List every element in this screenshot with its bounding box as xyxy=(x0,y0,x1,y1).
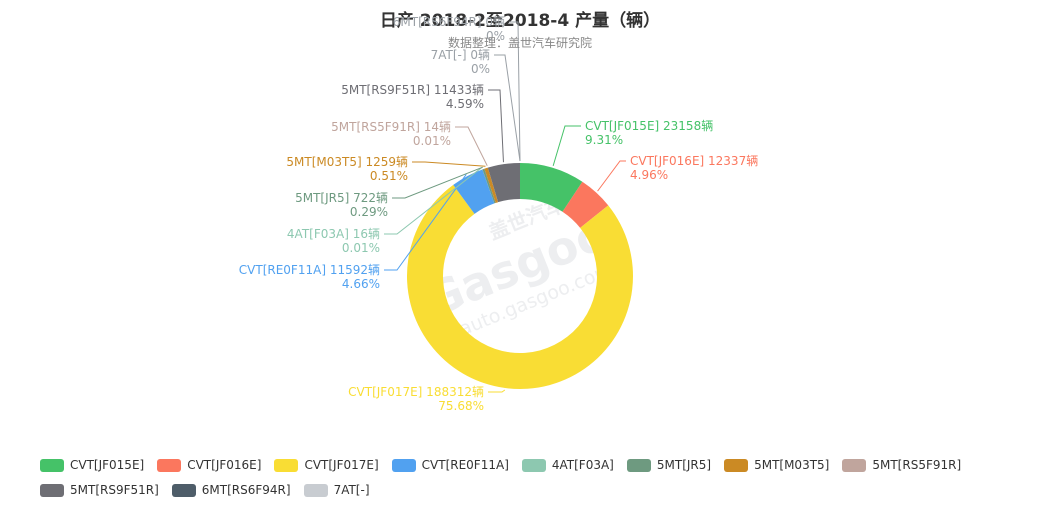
leader-line-cvt-jf015e xyxy=(552,125,581,167)
legend-item-cvt-jf017e[interactable]: CVT[JF017E] xyxy=(274,456,379,474)
slice-label-5mt-rs5f91r: 5MT[RS5F91R] 14辆 xyxy=(331,120,451,134)
slice-5mt-rs5f91r[interactable] xyxy=(487,167,499,203)
slice-5mt-rs9f51r[interactable] xyxy=(487,163,520,203)
legend-swatch xyxy=(842,458,867,472)
slice-percent-5mt-rs5f91r: 0.01% xyxy=(413,134,451,148)
slice-percent-4at-f03a: 0.01% xyxy=(342,241,380,255)
leader-line-7at xyxy=(494,54,521,162)
slice-percent-cvt-jf015e: 9.31% xyxy=(585,133,623,147)
slice-cvt-jf016e[interactable] xyxy=(562,181,609,228)
legend-item-7at[interactable]: 7AT[-] xyxy=(303,481,370,499)
legend-item-5mt-m03t5[interactable]: 5MT[M03T5] xyxy=(724,456,829,474)
legend-item-6mt-rs6f94r[interactable]: 6MT[RS6F94R] xyxy=(171,481,291,499)
legend-swatch xyxy=(157,458,182,472)
legend-label: CVT[JF017E] xyxy=(304,458,379,472)
legend-swatch xyxy=(521,458,546,472)
leader-line-5mt-jr5 xyxy=(392,166,483,199)
slice-label-cvt-jf017e: CVT[JF017E] 188312辆 xyxy=(348,385,484,399)
legend-label: 5MT[RS9F51R] xyxy=(70,483,159,497)
leader-line-cvt-jf016e xyxy=(597,160,626,192)
slice-percent-6mt-rs6f94r: 0% xyxy=(486,29,505,43)
slice-4at-f03a[interactable] xyxy=(482,169,495,204)
slice-5mt-m03t5[interactable] xyxy=(484,167,499,203)
slice-percent-cvt-jf017e: 75.68% xyxy=(438,399,484,413)
leader-line-5mt-m03t5 xyxy=(412,161,486,167)
legend-label: 4AT[F03A] xyxy=(551,458,614,472)
legend-item-4at-f03a[interactable]: 4AT[F03A] xyxy=(521,456,614,474)
legend-swatch xyxy=(171,483,196,497)
leader-line-cvt-re0f11a xyxy=(384,174,467,271)
slices xyxy=(407,163,633,390)
legend-item-cvt-jf016e[interactable]: CVT[JF016E] xyxy=(157,456,261,474)
leader-line-4at-f03a xyxy=(384,167,483,235)
legend-label: 5MT[RS5F91R] xyxy=(872,458,962,472)
legend-swatch xyxy=(303,483,328,497)
slice-5mt-jr5[interactable] xyxy=(482,168,496,204)
legend-item-5mt-rs9f51r[interactable]: 5MT[RS9F51R] xyxy=(40,481,159,499)
legend-swatch xyxy=(274,458,299,472)
slice-label-5mt-rs9f51r: 5MT[RS9F51R] 11433辆 xyxy=(341,83,484,97)
legend-label: CVT[RE0F11A] xyxy=(421,458,509,472)
slice-label-5mt-jr5: 5MT[JR5] 722辆 xyxy=(295,191,388,205)
leader-line-6mt-rs6f94r xyxy=(509,21,521,162)
chart-subtitle: 数据整理：盖世汽车研究院 xyxy=(447,36,592,50)
slice-cvt-jf015e[interactable] xyxy=(520,163,583,212)
slice-label-4at-f03a: 4AT[F03A] 16辆 xyxy=(287,227,380,241)
slice-percent-5mt-rs9f51r: 4.59% xyxy=(446,97,484,111)
slice-percent-7at: 0% xyxy=(471,62,490,76)
legend-swatch xyxy=(724,458,749,472)
slice-cvt-re0f11a[interactable] xyxy=(453,169,495,214)
legend-item-cvt-re0f11a[interactable]: CVT[RE0F11A] xyxy=(391,456,509,474)
legend-label: 5MT[JR5] xyxy=(656,458,712,472)
slice-label-cvt-jf016e: CVT[JF016E] 12337辆 xyxy=(630,154,758,168)
slice-label-cvt-jf015e: CVT[JF015E] 23158辆 xyxy=(585,119,713,133)
legend-swatch xyxy=(626,458,651,472)
legend-item-5mt-jr5[interactable]: 5MT[JR5] xyxy=(626,456,712,474)
slice-cvt-jf017e[interactable] xyxy=(407,184,633,390)
slice-label-cvt-re0f11a: CVT[RE0F11A] 11592辆 xyxy=(239,263,380,277)
legend-label: CVT[JF015E] xyxy=(70,458,145,472)
leader-line-5mt-rs9f51r xyxy=(488,89,504,163)
slice-percent-cvt-re0f11a: 4.66% xyxy=(342,277,380,291)
legend-item-cvt-jf015e[interactable]: CVT[JF015E] xyxy=(40,456,144,474)
leader-line-cvt-jf017e xyxy=(488,389,506,393)
legend-swatch xyxy=(40,458,64,472)
legend-swatch xyxy=(391,458,416,472)
legend-label: 6MT[RS6F94R] xyxy=(201,483,291,497)
legend: CVT[JF015E] CVT[JF016E] CVT[JF017E] CVT[RE0… xyxy=(40,456,1040,506)
legend-item-5mt-rs5f91r[interactable]: 5MT[RS5F91R] xyxy=(842,456,961,474)
slice-label-5mt-m03t5: 5MT[M03T5] 1259辆 xyxy=(286,155,408,169)
legend-label: 7AT[-] xyxy=(333,483,370,497)
legend-label: 5MT[M03T5] xyxy=(754,458,830,472)
slice-percent-5mt-m03t5: 0.51% xyxy=(370,169,408,183)
legend-label: CVT[JF016E] xyxy=(187,458,262,472)
slice-percent-cvt-jf016e: 4.96% xyxy=(630,168,668,182)
leader-line-5mt-rs5f91r xyxy=(455,126,488,166)
slice-percent-5mt-jr5: 0.29% xyxy=(350,205,388,219)
slice-label-6mt-rs6f94r: 6MT[RS6F94R] 0辆 xyxy=(393,15,505,29)
chart-title: 日产 2018-2至2018-4 产量（辆） xyxy=(379,11,661,31)
legend-swatch xyxy=(40,483,64,497)
slice-label-7at: 7AT[-] 0辆 xyxy=(431,48,490,62)
